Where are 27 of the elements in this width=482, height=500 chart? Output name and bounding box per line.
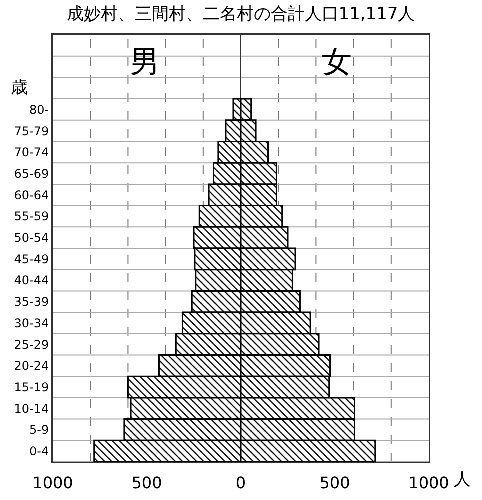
text: 女	[322, 45, 352, 80]
y-tick-label: 10-14	[14, 402, 50, 416]
y-tick-label: 35-39	[14, 295, 50, 310]
y-tick-label: 60-64	[14, 188, 50, 202]
x-tick-label: 1000	[32, 474, 74, 493]
y-tick-label: 5-9	[29, 423, 50, 438]
y-tick-label: 55-59	[14, 210, 50, 224]
y-tick-label: 80-	[29, 102, 50, 117]
y-tick-label: 20-24	[14, 359, 50, 374]
y-tick-label: 50-54	[14, 231, 50, 246]
y-tick-label: 25-29	[14, 338, 50, 352]
x-axis-title: 人	[454, 470, 471, 490]
x-tick-label: 1000	[408, 474, 450, 493]
y-tick-label: 45-49	[14, 252, 50, 266]
chart-title: 成妙村、三間村、二名村の合計人口11,117人	[66, 4, 416, 24]
y-tick-label: 30-34	[14, 316, 50, 330]
y-tick-label: 65-69	[14, 166, 50, 181]
y-tick-label: 0-4	[29, 444, 50, 459]
x-tick-label: 500	[320, 474, 350, 493]
x-tick-label: 500	[132, 474, 162, 493]
y-tick-label: 75-79	[14, 124, 50, 138]
text: 男	[130, 45, 160, 80]
y-tick-label: 70-74	[14, 146, 50, 160]
x-tick-label: 0	[236, 474, 246, 493]
y-tick-label: 40-44	[14, 274, 50, 288]
y-axis-title: 歳	[11, 78, 28, 98]
y-tick-label: 15-19	[14, 380, 50, 394]
